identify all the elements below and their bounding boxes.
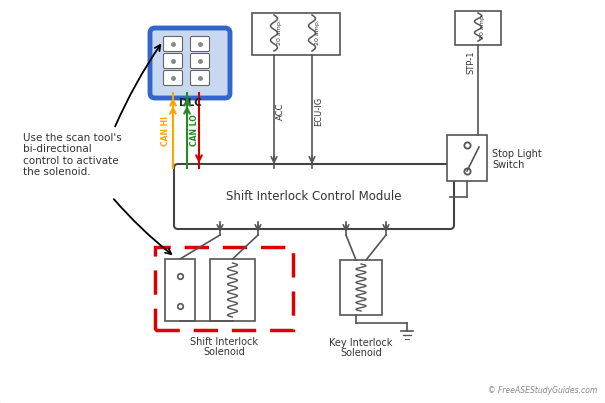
Text: © FreeASEStudyGuides.com: © FreeASEStudyGuides.com <box>488 386 597 395</box>
Bar <box>340 260 382 315</box>
Text: CAN HI: CAN HI <box>161 116 170 145</box>
Bar <box>155 247 293 330</box>
Text: Use the scan tool's
bi-directional
control to activate
the solenoid.: Use the scan tool's bi-directional contr… <box>22 133 122 177</box>
FancyBboxPatch shape <box>163 37 183 52</box>
FancyBboxPatch shape <box>191 71 209 85</box>
Bar <box>455 11 501 45</box>
FancyBboxPatch shape <box>191 37 209 52</box>
Text: Switch: Switch <box>492 160 525 170</box>
Bar <box>447 135 487 181</box>
Text: Key Interlock: Key Interlock <box>329 338 393 348</box>
Text: Stop Light: Stop Light <box>492 149 541 159</box>
Text: Shift Interlock Control Module: Shift Interlock Control Module <box>226 190 402 203</box>
Text: 20 amp.: 20 amp. <box>277 19 282 45</box>
Text: Solenoid: Solenoid <box>203 347 245 357</box>
Text: DLC: DLC <box>178 98 201 108</box>
Text: Shift Interlock: Shift Interlock <box>190 337 258 347</box>
Text: STP-1: STP-1 <box>467 50 476 73</box>
Text: CAN LO: CAN LO <box>190 114 199 146</box>
Text: 20 amp.: 20 amp. <box>315 19 320 45</box>
Text: ACC: ACC <box>276 103 285 120</box>
Bar <box>165 259 195 321</box>
FancyBboxPatch shape <box>191 54 209 69</box>
FancyBboxPatch shape <box>163 71 183 85</box>
FancyBboxPatch shape <box>163 54 183 69</box>
Text: ECU-IG: ECU-IG <box>314 97 323 126</box>
Text: Solenoid: Solenoid <box>340 348 382 358</box>
Bar <box>252 13 340 55</box>
FancyBboxPatch shape <box>174 164 454 229</box>
FancyBboxPatch shape <box>150 28 230 98</box>
Text: 20 amp.: 20 amp. <box>480 13 485 39</box>
Bar <box>210 259 255 321</box>
